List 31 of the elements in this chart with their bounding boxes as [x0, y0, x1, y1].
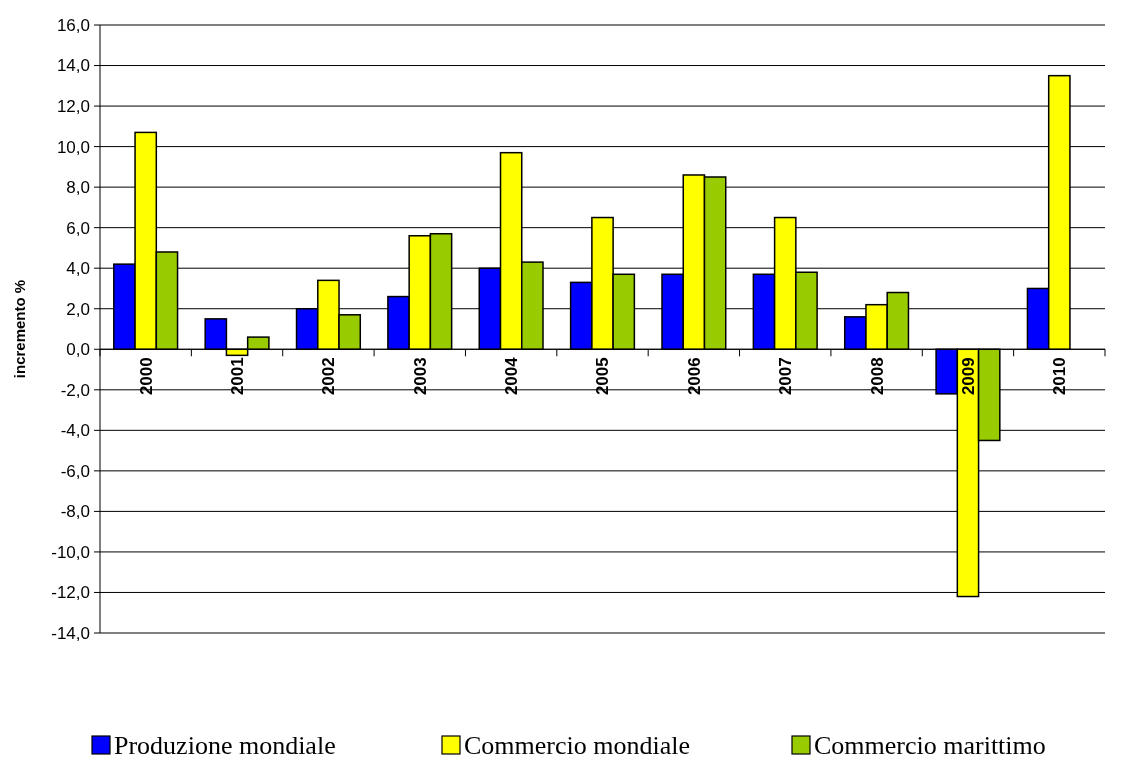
y-tick-label: -8,0 — [60, 502, 90, 522]
y-tick-label: 16,0 — [56, 15, 90, 35]
y-tick-label: -4,0 — [60, 421, 90, 441]
y-tick-label: 0,0 — [66, 340, 90, 360]
x-tick-label: 2003 — [410, 357, 430, 396]
x-tick-label: 2009 — [958, 357, 978, 396]
legend-label: Commercio marittimo — [814, 731, 1046, 761]
x-tick-label: 2002 — [319, 357, 339, 396]
x-tick-label: 2001 — [228, 357, 247, 396]
y-tick-label: -2,0 — [60, 380, 90, 400]
y-tick-label: 12,0 — [56, 97, 90, 117]
x-tick-label: 2000 — [136, 357, 156, 396]
x-tick-label: 2008 — [867, 357, 887, 396]
y-tick-label: 4,0 — [66, 259, 90, 279]
y-tick-label: -6,0 — [60, 461, 90, 481]
y-tick-label: -10,0 — [51, 542, 90, 562]
x-tick-label: 2004 — [502, 356, 522, 396]
y-tick-label: 14,0 — [56, 56, 90, 76]
y-axis-title: incremento % — [11, 279, 28, 379]
y-tick-label: 6,0 — [66, 218, 90, 238]
x-tick-label: 2010 — [1050, 357, 1070, 396]
legend-label: Produzione mondiale — [114, 731, 336, 761]
x-tick-label: 2005 — [593, 357, 613, 396]
x-tick-label: 2006 — [684, 357, 704, 396]
y-tick-label: -12,0 — [51, 583, 90, 603]
y-tick-label: 10,0 — [56, 137, 90, 157]
y-tick-label: 2,0 — [66, 299, 90, 319]
y-tick-label: -14,0 — [51, 623, 90, 643]
x-tick-label: 2007 — [776, 357, 796, 396]
legend-label: Commercio mondiale — [464, 731, 691, 761]
y-tick-label: 8,0 — [66, 178, 90, 198]
